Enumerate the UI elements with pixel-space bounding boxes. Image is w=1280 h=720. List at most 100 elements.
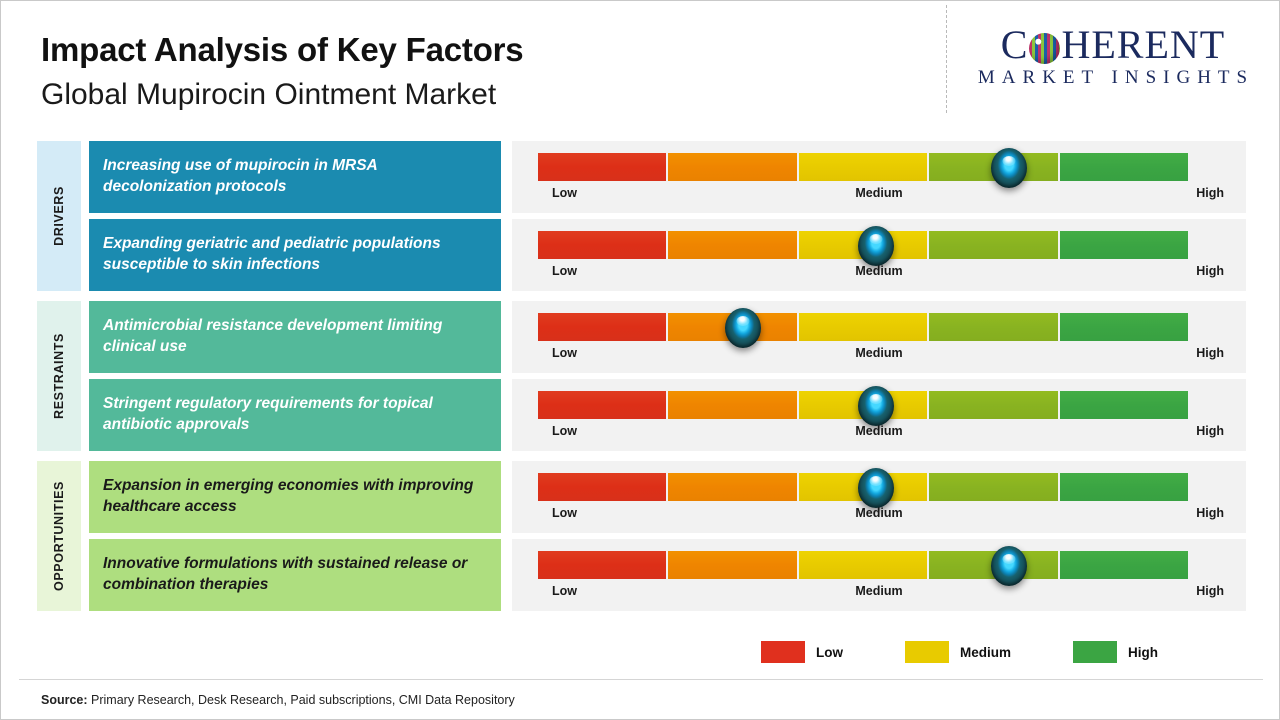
- legend-label: High: [1128, 644, 1159, 660]
- gauge-tick-low: Low: [552, 506, 577, 520]
- gauge-segment-5: [1059, 231, 1189, 259]
- gauge-segment-4: [929, 231, 1060, 259]
- legend-swatch: [905, 641, 949, 663]
- gauge-tick-medium: Medium: [855, 584, 903, 598]
- factor-row: Innovative formulations with sustained r…: [1, 539, 1280, 617]
- gauge-segment-5: [1059, 313, 1189, 341]
- impact-gauge: Low Medium High: [512, 219, 1246, 291]
- title-block: Impact Analysis of Key Factors Global Mu…: [41, 31, 524, 113]
- factor-text-box[interactable]: Innovative formulations with sustained r…: [89, 539, 501, 611]
- category-group-restraints: RESTRAINTS Antimicrobial resistance devel…: [1, 301, 1280, 451]
- gauge-segment-2: [668, 231, 799, 259]
- gauge-scale-bar: [538, 551, 1189, 579]
- impact-gauge: Low Medium High: [512, 301, 1246, 373]
- impact-gauge: Low Medium High: [512, 461, 1246, 533]
- legend-swatch: [1073, 641, 1118, 663]
- source-note: Source: Primary Research, Desk Research,…: [41, 693, 515, 707]
- gauge-segment-1: [538, 153, 669, 181]
- gauge-segment-1: [538, 551, 669, 579]
- gauge-segment-2: [668, 473, 799, 501]
- gauge-scale-bar: [538, 313, 1189, 341]
- gauge-scale-bar: [538, 391, 1189, 419]
- gauge-tick-low: Low: [552, 424, 577, 438]
- gauge-tick-low: Low: [552, 584, 577, 598]
- gauge-scale-bar: [538, 473, 1189, 501]
- globe-sphere-icon: [1029, 32, 1061, 64]
- legend-label: Medium: [960, 644, 1012, 660]
- logo-wordmark: C HERENT: [963, 25, 1263, 65]
- factor-row: Expanding geriatric and pediatric popula…: [1, 219, 1280, 297]
- legend-label: Low: [816, 644, 843, 660]
- legend-item: Medium: [905, 641, 1011, 663]
- gauge-segment-4: [929, 391, 1060, 419]
- category-group-drivers: DRIVERS Increasing use of mupirocin in MR…: [1, 141, 1280, 291]
- impact-marker-icon[interactable]: [858, 468, 894, 508]
- factor-row: Stringent regulatory requirements for to…: [1, 379, 1280, 457]
- factor-row: Expansion in emerging economies with imp…: [1, 461, 1280, 539]
- gauge-tick-high: High: [1196, 424, 1224, 438]
- gauge-segment-1: [538, 391, 669, 419]
- gauge-tick-high: High: [1196, 186, 1224, 200]
- gauge-segment-4: [929, 473, 1060, 501]
- gauge-segment-3: [798, 313, 930, 341]
- gauge-tick-medium: Medium: [855, 506, 903, 520]
- impact-gauge: Low Medium High: [512, 539, 1246, 611]
- impact-marker-icon[interactable]: [858, 386, 894, 426]
- gauge-tick-high: High: [1196, 506, 1224, 520]
- logo-letters-herent: HERENT: [1061, 22, 1226, 67]
- gauge-tick-medium: Medium: [855, 186, 903, 200]
- impact-gauge: Low Medium High: [512, 141, 1246, 213]
- gauge-segment-1: [538, 473, 669, 501]
- impact-marker-icon[interactable]: [991, 148, 1028, 188]
- gauge-tick-low: Low: [552, 346, 577, 360]
- factor-text-box[interactable]: Stringent regulatory requirements for to…: [89, 379, 501, 451]
- category-label-drivers: DRIVERS: [37, 141, 81, 291]
- footer-divider: [19, 679, 1263, 680]
- gauge-segment-2: [668, 153, 799, 181]
- gauge-tick-medium: Medium: [855, 264, 903, 278]
- gauge-segment-2: [668, 391, 799, 419]
- gauge-segment-1: [538, 231, 669, 259]
- legend-item: High: [1073, 641, 1158, 663]
- gauge-segment-5: [1059, 551, 1189, 579]
- gauge-tick-medium: Medium: [855, 346, 903, 360]
- logo-tagline: MARKET INSIGHTS: [977, 67, 1255, 88]
- gauge-tick-low: Low: [552, 264, 577, 278]
- gauge-scale-bar: [538, 153, 1189, 181]
- factor-text-box[interactable]: Expansion in emerging economies with imp…: [89, 461, 501, 533]
- impact-marker-icon[interactable]: [991, 546, 1028, 586]
- category-label-restraints: RESTRAINTS: [37, 301, 81, 451]
- page-subtitle: Global Mupirocin Ointment Market: [41, 77, 497, 111]
- impact-marker-icon[interactable]: [724, 308, 761, 348]
- gauge-segment-1: [538, 313, 669, 341]
- factor-text-box[interactable]: Expanding geriatric and pediatric popula…: [89, 219, 501, 291]
- source-text: Primary Research, Desk Research, Paid su…: [87, 693, 515, 707]
- source-label: Source:: [41, 693, 88, 707]
- legend-item: Low: [761, 641, 843, 663]
- impact-marker-icon[interactable]: [858, 226, 894, 266]
- legend-swatch: [761, 641, 805, 663]
- gauge-segment-4: [929, 313, 1060, 341]
- gauge-scale-bar: [538, 231, 1189, 259]
- gauge-segment-5: [1059, 153, 1189, 181]
- gauge-segment-5: [1059, 391, 1189, 419]
- gauge-tick-high: High: [1196, 584, 1224, 598]
- impact-gauge: Low Medium High: [512, 379, 1246, 451]
- header-divider: [946, 5, 947, 113]
- gauge-segment-3: [798, 153, 930, 181]
- gauge-segment-5: [1059, 473, 1189, 501]
- impact-matrix: DRIVERS Increasing use of mupirocin in MR…: [1, 141, 1280, 621]
- company-logo: C HERENT MARKET INSIGHTS: [963, 25, 1263, 89]
- gauge-tick-medium: Medium: [855, 424, 903, 438]
- category-label-opportunities: OPPORTUNITIES: [37, 461, 81, 611]
- gauge-tick-high: High: [1196, 346, 1224, 360]
- factor-text-box[interactable]: Increasing use of mupirocin in MRSA deco…: [89, 141, 501, 213]
- impact-legend: Low Medium High: [761, 641, 1158, 663]
- gauge-segment-3: [798, 551, 930, 579]
- logo-letter-c: C: [1000, 22, 1029, 67]
- gauge-tick-high: High: [1196, 264, 1224, 278]
- factor-text-box[interactable]: Antimicrobial resistance development lim…: [89, 301, 501, 373]
- category-group-opportunities: OPPORTUNITIES Expansion in emerging econo…: [1, 461, 1280, 611]
- factor-row: Antimicrobial resistance development lim…: [1, 301, 1280, 379]
